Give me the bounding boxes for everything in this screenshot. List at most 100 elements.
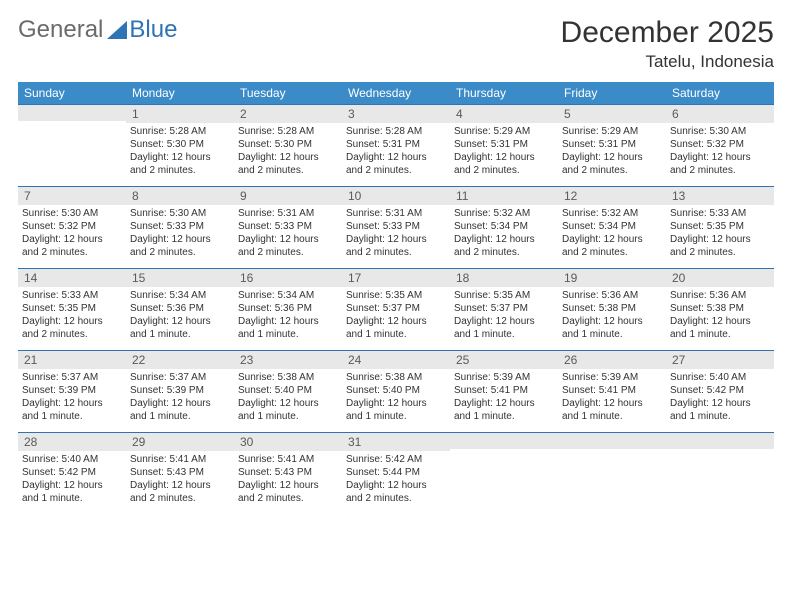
sunrise-text: Sunrise: 5:39 AM (454, 371, 554, 384)
sunrise-text: Sunrise: 5:31 AM (238, 207, 338, 220)
sunset-text: Sunset: 5:36 PM (130, 302, 230, 315)
sunset-text: Sunset: 5:41 PM (454, 384, 554, 397)
daylight-text: Daylight: 12 hours and 2 minutes. (130, 233, 230, 259)
sunset-text: Sunset: 5:34 PM (454, 220, 554, 233)
sunset-text: Sunset: 5:34 PM (562, 220, 662, 233)
day-body: Sunrise: 5:33 AMSunset: 5:35 PMDaylight:… (666, 205, 774, 263)
sunset-text: Sunset: 5:38 PM (562, 302, 662, 315)
sunset-text: Sunset: 5:37 PM (346, 302, 446, 315)
sunset-text: Sunset: 5:31 PM (562, 138, 662, 151)
sunrise-text: Sunrise: 5:29 AM (562, 125, 662, 138)
day-body: Sunrise: 5:37 AMSunset: 5:39 PMDaylight:… (126, 369, 234, 427)
sunrise-text: Sunrise: 5:38 AM (346, 371, 446, 384)
daylight-text: Daylight: 12 hours and 2 minutes. (454, 151, 554, 177)
day-body: Sunrise: 5:34 AMSunset: 5:36 PMDaylight:… (234, 287, 342, 345)
sunset-text: Sunset: 5:33 PM (130, 220, 230, 233)
daylight-text: Daylight: 12 hours and 2 minutes. (670, 233, 770, 259)
day-cell: 14Sunrise: 5:33 AMSunset: 5:35 PMDayligh… (18, 268, 126, 350)
daylight-text: Daylight: 12 hours and 2 minutes. (346, 233, 446, 259)
day-cell: 7Sunrise: 5:30 AMSunset: 5:32 PMDaylight… (18, 186, 126, 268)
day-cell: 19Sunrise: 5:36 AMSunset: 5:38 PMDayligh… (558, 268, 666, 350)
daylight-text: Daylight: 12 hours and 1 minute. (670, 397, 770, 423)
day-number: 19 (558, 268, 666, 287)
weekday-header: Thursday (450, 82, 558, 104)
day-cell: 29 Sunrise: 5:41 AMSunset: 5:43 PMDayligh… (126, 432, 234, 514)
day-cell: 18Sunrise: 5:35 AMSunset: 5:37 PMDayligh… (450, 268, 558, 350)
calendar-page: General Blue December 2025 Tatelu, Indon… (0, 0, 792, 530)
day-cell: 16Sunrise: 5:34 AMSunset: 5:36 PMDayligh… (234, 268, 342, 350)
daylight-text: Daylight: 12 hours and 2 minutes. (562, 151, 662, 177)
sunset-text: Sunset: 5:43 PM (130, 466, 230, 479)
day-cell: 28Sunrise: 5:40 AMSunset: 5:42 PMDayligh… (18, 432, 126, 514)
sunrise-text: Sunrise: 5:32 AM (454, 207, 554, 220)
weekday-row: Sunday Monday Tuesday Wednesday Thursday… (18, 82, 774, 104)
month-title: December 2025 (561, 16, 774, 50)
week-row: 14Sunrise: 5:33 AMSunset: 5:35 PMDayligh… (18, 268, 774, 350)
sunset-text: Sunset: 5:35 PM (670, 220, 770, 233)
sunset-text: Sunset: 5:40 PM (238, 384, 338, 397)
sunrise-text: Sunrise: 5:33 AM (670, 207, 770, 220)
day-number: 5 (558, 104, 666, 123)
day-body: Sunrise: 5:36 AMSunset: 5:38 PMDaylight:… (666, 287, 774, 345)
sunrise-text: Sunrise: 5:33 AM (22, 289, 122, 302)
daylight-text: Daylight: 12 hours and 2 minutes. (346, 151, 446, 177)
sunrise-text: Sunrise: 5:41 AM (130, 453, 230, 466)
weekday-header: Saturday (666, 82, 774, 104)
sunset-text: Sunset: 5:43 PM (238, 466, 338, 479)
sunset-text: Sunset: 5:39 PM (22, 384, 122, 397)
sunset-text: Sunset: 5:31 PM (454, 138, 554, 151)
day-number: 31 (342, 432, 450, 451)
daylight-text: Daylight: 12 hours and 2 minutes. (346, 479, 446, 505)
daylight-text: Daylight: 12 hours and 2 minutes. (130, 479, 230, 505)
day-number: 29 (126, 432, 234, 451)
day-cell: 13Sunrise: 5:33 AMSunset: 5:35 PMDayligh… (666, 186, 774, 268)
day-number (558, 432, 666, 449)
daylight-text: Daylight: 12 hours and 1 minute. (670, 315, 770, 341)
sunset-text: Sunset: 5:31 PM (346, 138, 446, 151)
day-body: Sunrise: 5:31 AMSunset: 5:33 PMDaylight:… (234, 205, 342, 263)
day-cell (558, 432, 666, 514)
day-body: Sunrise: 5:40 AMSunset: 5:42 PMDaylight:… (18, 451, 126, 509)
day-number: 7 (18, 186, 126, 205)
logo-word-blue: Blue (129, 16, 177, 44)
day-body: Sunrise: 5:36 AMSunset: 5:38 PMDaylight:… (558, 287, 666, 345)
day-cell: 20Sunrise: 5:36 AMSunset: 5:38 PMDayligh… (666, 268, 774, 350)
daylight-text: Daylight: 12 hours and 2 minutes. (670, 151, 770, 177)
day-body: Sunrise: 5:34 AMSunset: 5:36 PMDaylight:… (126, 287, 234, 345)
day-number: 16 (234, 268, 342, 287)
daylight-text: Daylight: 12 hours and 1 minute. (22, 397, 122, 423)
daylight-text: Daylight: 12 hours and 1 minute. (562, 315, 662, 341)
daylight-text: Daylight: 12 hours and 1 minute. (346, 315, 446, 341)
sunrise-text: Sunrise: 5:28 AM (238, 125, 338, 138)
day-cell (666, 432, 774, 514)
day-cell: 3Sunrise: 5:28 AMSunset: 5:31 PMDaylight… (342, 104, 450, 186)
day-number: 9 (234, 186, 342, 205)
week-row: 1 Sunrise: 5:28 AMSunset: 5:30 PM Daylight… (18, 104, 774, 186)
day-cell: 24Sunrise: 5:38 AMSunset: 5:40 PMDayligh… (342, 350, 450, 432)
daylight-text: Daylight: 12 hours and 1 minute. (238, 315, 338, 341)
day-cell: 8Sunrise: 5:30 AMSunset: 5:33 PMDaylight… (126, 186, 234, 268)
sunrise-text: Sunrise: 5:37 AM (130, 371, 230, 384)
sunset-text: Sunset: 5:44 PM (346, 466, 446, 479)
day-body: Sunrise: 5:37 AMSunset: 5:39 PMDaylight:… (18, 369, 126, 427)
day-number: 26 (558, 350, 666, 369)
daylight-text: Daylight: 12 hours and 1 minute. (454, 397, 554, 423)
sunset-text: Sunset: 5:30 PM (238, 138, 338, 151)
daylight-text: Daylight: 12 hours and 2 minutes. (22, 315, 122, 341)
day-body: Sunrise: 5:35 AMSunset: 5:37 PMDaylight:… (342, 287, 450, 345)
day-body: Sunrise: 5:29 AMSunset: 5:31 PMDaylight:… (450, 123, 558, 181)
day-number: 6 (666, 104, 774, 123)
weekday-header: Wednesday (342, 82, 450, 104)
day-cell: 2Sunrise: 5:28 AMSunset: 5:30 PMDaylight… (234, 104, 342, 186)
daylight-text: Daylight: 12 hours and 1 minute. (346, 397, 446, 423)
sunset-text: Sunset: 5:35 PM (22, 302, 122, 315)
day-body: Sunrise: 5:33 AMSunset: 5:35 PMDaylight:… (18, 287, 126, 345)
logo-word-general: General (18, 16, 103, 44)
day-number: 1 (126, 104, 234, 123)
day-number: 20 (666, 268, 774, 287)
daylight-text: Daylight: 12 hours and 2 minutes. (454, 233, 554, 259)
day-body: Sunrise: 5:38 AMSunset: 5:40 PMDaylight:… (342, 369, 450, 427)
day-cell: 15Sunrise: 5:34 AMSunset: 5:36 PMDayligh… (126, 268, 234, 350)
sunrise-text: Sunrise: 5:34 AM (130, 289, 230, 302)
day-body: Sunrise: 5:30 AMSunset: 5:32 PMDaylight:… (666, 123, 774, 181)
